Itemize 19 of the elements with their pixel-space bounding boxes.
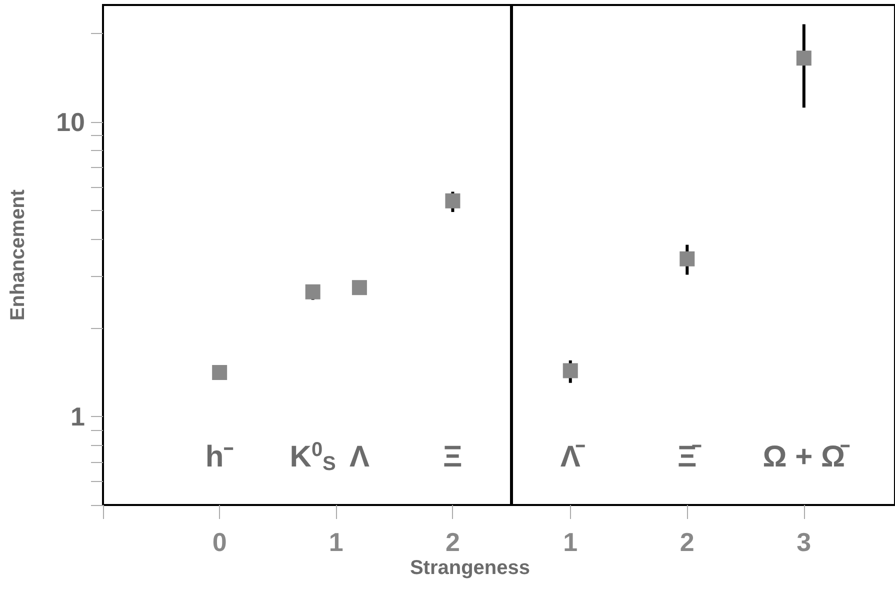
x-tick-label: 1 — [563, 527, 578, 557]
x-tick-label: 3 — [796, 527, 812, 557]
annotation: Ξ̄ — [677, 440, 702, 474]
annotation: h⁻ — [205, 440, 234, 474]
x-tick-label: 0 — [212, 527, 227, 557]
x-tick-label: 1 — [328, 527, 344, 557]
x-axis-title: Strangeness — [408, 557, 532, 580]
annotation: Ω + Ω̄ — [762, 440, 850, 474]
y-tick-label: 10 — [56, 107, 85, 138]
point — [445, 193, 460, 208]
y-axis-title: Enhancement — [7, 189, 29, 321]
point — [352, 280, 367, 296]
x-tick-label: 2 — [445, 527, 460, 557]
point — [305, 284, 320, 300]
annotation: Λ̄ — [560, 440, 586, 474]
annotation: Ξ — [443, 440, 462, 474]
x-tick-label: 2 — [680, 527, 694, 557]
point — [212, 364, 228, 380]
annotation: Λ — [349, 440, 370, 474]
